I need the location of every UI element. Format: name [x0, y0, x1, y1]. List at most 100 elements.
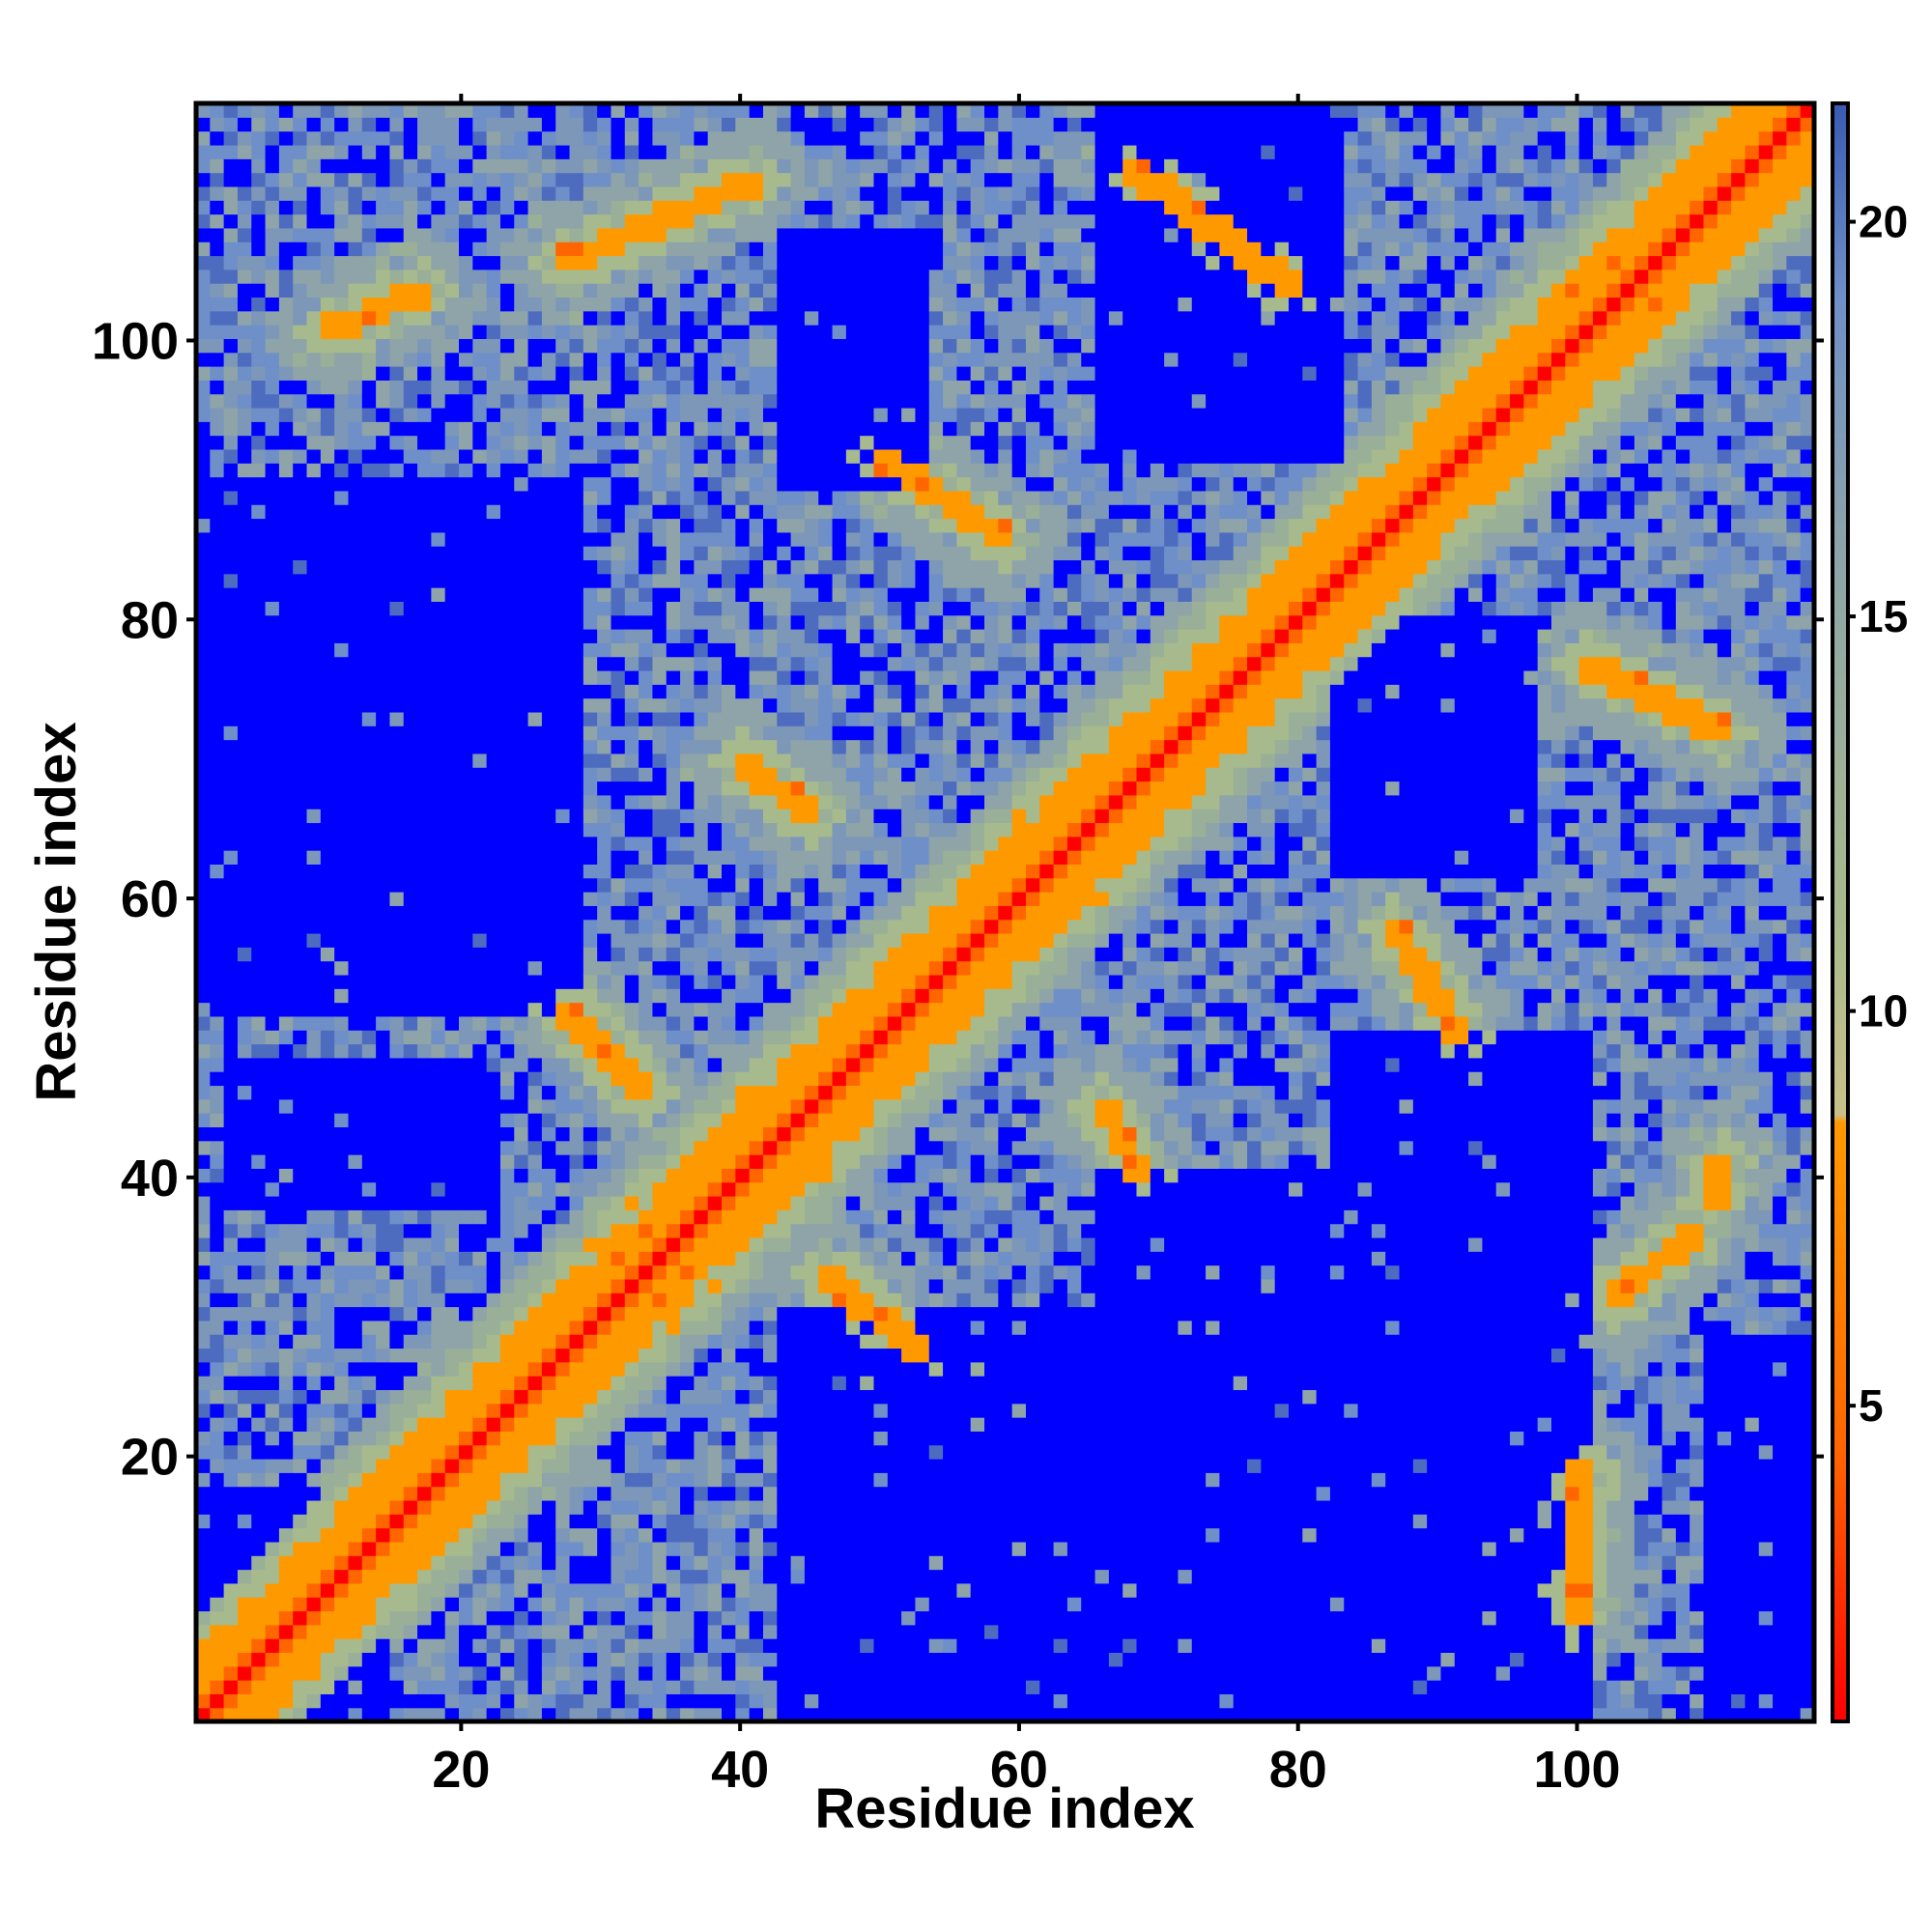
heatmap-cell — [749, 255, 764, 270]
heatmap-cell — [735, 1098, 751, 1114]
heatmap-cell — [555, 1555, 571, 1571]
heatmap-cell — [251, 185, 267, 201]
heatmap-cell — [666, 1043, 681, 1059]
heatmap-cell — [514, 864, 529, 879]
heatmap-cell — [569, 836, 584, 851]
heatmap-cell — [403, 629, 418, 643]
heatmap-cell — [749, 185, 764, 201]
heatmap-cell — [499, 130, 515, 146]
heatmap-cell — [334, 269, 350, 284]
heatmap-cell — [514, 739, 529, 754]
heatmap-cell — [306, 144, 322, 159]
heatmap-cell — [293, 1541, 308, 1556]
heatmap-cell — [486, 338, 501, 354]
heatmap-cell — [348, 684, 363, 699]
heatmap-cell — [639, 1555, 654, 1571]
heatmap-cell — [431, 476, 446, 492]
heatmap-cell — [722, 531, 736, 547]
heatmap-cell — [707, 1278, 723, 1293]
heatmap-cell — [472, 1236, 488, 1252]
heatmap-cell — [639, 836, 654, 851]
heatmap-cell — [237, 629, 252, 643]
heatmap-cell — [237, 421, 252, 437]
heatmap-cell — [376, 587, 391, 602]
heatmap-cell — [306, 794, 322, 810]
heatmap-cell — [278, 850, 294, 865]
heatmap-cell — [237, 546, 252, 561]
heatmap-cell — [707, 1514, 723, 1529]
heatmap-cell — [223, 919, 239, 934]
heatmap-cell — [389, 587, 405, 602]
heatmap-cell — [472, 1555, 488, 1571]
heatmap-cell — [444, 1293, 460, 1308]
heatmap-cell — [403, 1140, 418, 1155]
heatmap-cell — [777, 601, 792, 616]
heatmap-cell — [320, 1582, 335, 1598]
heatmap-cell — [666, 629, 681, 643]
heatmap-cell — [334, 601, 350, 616]
heatmap-cell — [611, 1015, 626, 1031]
heatmap-cell — [320, 753, 335, 768]
heatmap-cell — [597, 546, 612, 561]
heatmap-cell — [639, 781, 654, 796]
heatmap-cell — [431, 781, 446, 796]
heatmap-cell — [597, 504, 612, 520]
heatmap-cell — [431, 1582, 446, 1598]
heatmap-cell — [541, 1278, 556, 1293]
heatmap-cell — [389, 407, 405, 422]
heatmap-cell — [652, 1652, 668, 1667]
heatmap-cell — [555, 1610, 571, 1626]
heatmap-cell — [223, 1293, 239, 1308]
heatmap-cell — [666, 1126, 681, 1142]
heatmap-cell — [694, 103, 709, 118]
heatmap-cell — [582, 1348, 598, 1363]
heatmap-cell — [624, 518, 639, 533]
heatmap-cell — [389, 642, 405, 658]
heatmap-cell — [499, 1098, 515, 1114]
heatmap-cell — [251, 269, 267, 284]
heatmap-cell — [361, 1693, 377, 1709]
heatmap-cell — [541, 518, 556, 533]
heatmap-cell — [334, 919, 350, 934]
heatmap-cell — [210, 864, 225, 879]
heatmap-cell — [210, 1417, 225, 1432]
heatmap-cell — [265, 546, 280, 561]
heatmap-cell — [403, 781, 418, 796]
heatmap-cell — [417, 1168, 432, 1183]
heatmap-cell — [569, 297, 584, 312]
heatmap-cell — [555, 725, 571, 741]
heatmap-cell — [639, 463, 654, 478]
heatmap-cell — [376, 172, 391, 187]
heatmap-cell — [293, 1376, 308, 1391]
heatmap-cell — [722, 435, 736, 450]
heatmap-cell — [334, 393, 350, 409]
heatmap-cell — [403, 1154, 418, 1169]
heatmap-cell — [666, 546, 681, 561]
heatmap-cell — [735, 1597, 751, 1612]
heatmap-cell — [210, 1334, 225, 1350]
heatmap-cell — [749, 725, 764, 741]
heatmap-cell — [582, 836, 598, 851]
heatmap-cell — [680, 1236, 695, 1252]
heatmap-cell — [624, 684, 639, 699]
heatmap-cell — [348, 1236, 363, 1252]
heatmap-cell — [444, 1154, 460, 1169]
heatmap-cell — [320, 656, 335, 671]
heatmap-cell — [348, 711, 363, 726]
heatmap-cell — [472, 669, 488, 685]
heatmap-cell — [722, 1030, 736, 1045]
heatmap-cell — [722, 200, 736, 215]
heatmap-cell — [403, 988, 418, 1004]
heatmap-cell — [196, 932, 211, 948]
heatmap-cell — [278, 269, 294, 284]
heatmap-cell — [722, 1652, 736, 1667]
heatmap-cell — [624, 1320, 639, 1335]
heatmap-cell — [680, 463, 695, 478]
heatmap-cell — [680, 1264, 695, 1280]
heatmap-cell — [251, 1431, 267, 1446]
heatmap-cell — [555, 380, 571, 395]
heatmap-cell — [486, 1306, 501, 1321]
heatmap-cell — [514, 103, 529, 118]
heatmap-cell — [694, 669, 709, 685]
heatmap-cell — [527, 947, 543, 962]
